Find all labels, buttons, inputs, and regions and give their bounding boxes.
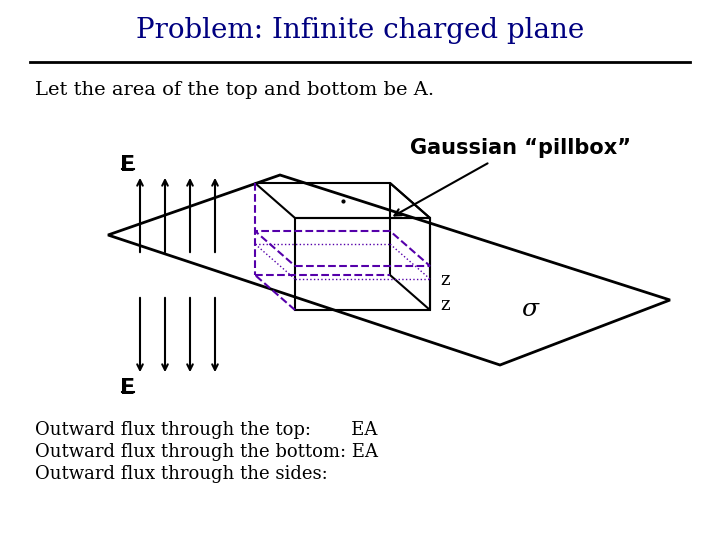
Text: Outward flux through the top:       EA: Outward flux through the top: EA — [35, 421, 377, 439]
Text: Outward flux through the bottom: EA: Outward flux through the bottom: EA — [35, 443, 378, 461]
Text: Gaussian “pillbox”: Gaussian “pillbox” — [410, 138, 631, 158]
Text: σ: σ — [521, 299, 539, 321]
Text: z: z — [440, 271, 449, 289]
Text: z: z — [440, 296, 449, 314]
Text: Problem: Infinite charged plane: Problem: Infinite charged plane — [136, 17, 584, 44]
Text: E: E — [120, 378, 135, 398]
Text: Outward flux through the sides:: Outward flux through the sides: — [35, 465, 328, 483]
Text: E: E — [120, 155, 135, 175]
Text: Let the area of the top and bottom be A.: Let the area of the top and bottom be A. — [35, 81, 434, 99]
